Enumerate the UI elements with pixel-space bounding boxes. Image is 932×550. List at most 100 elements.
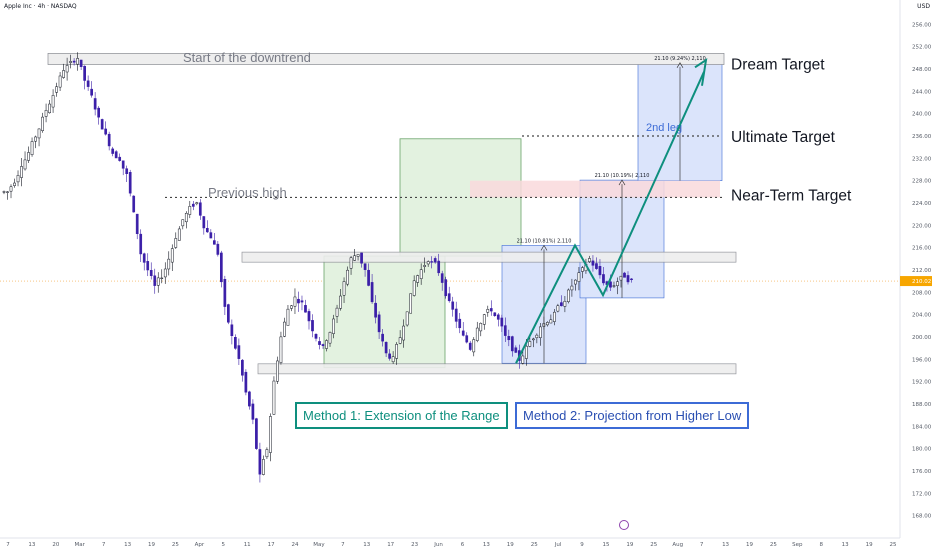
x-tick-label: 9 bbox=[580, 542, 584, 548]
candle-body bbox=[128, 172, 132, 194]
x-tick-label: Jul bbox=[554, 542, 562, 548]
method1-range-box bbox=[323, 255, 446, 369]
candle-body bbox=[626, 275, 630, 283]
x-tick-label: 25 bbox=[890, 542, 897, 548]
x-tick-label: 25 bbox=[770, 542, 777, 548]
candle-body bbox=[251, 403, 255, 420]
candle-body bbox=[69, 61, 72, 63]
last-price-value: 210.02 bbox=[912, 279, 931, 285]
candle-body bbox=[118, 156, 122, 161]
candle-body bbox=[475, 327, 479, 341]
candle-body bbox=[48, 103, 51, 114]
candle-body bbox=[223, 278, 227, 307]
candle-body bbox=[283, 321, 286, 337]
candle-body bbox=[496, 314, 500, 320]
candle-body bbox=[34, 136, 37, 142]
candle-body bbox=[616, 281, 619, 286]
near-term-target-label: Near-Term Target bbox=[731, 188, 852, 205]
candle-body bbox=[2, 191, 6, 193]
candle-body bbox=[595, 263, 598, 269]
candle-body bbox=[234, 336, 237, 349]
candle-body bbox=[549, 319, 553, 324]
y-tick-label: 212.00 bbox=[912, 268, 932, 274]
candle-body bbox=[132, 195, 136, 213]
candle-body bbox=[30, 141, 34, 155]
candle-body bbox=[553, 311, 556, 322]
candle-body bbox=[248, 391, 251, 407]
candle-body bbox=[328, 332, 332, 344]
x-tick-label: 8 bbox=[819, 542, 823, 548]
candle-body bbox=[588, 258, 591, 262]
y-tick-label: 228.00 bbox=[912, 179, 932, 185]
y-tick-label: 204.00 bbox=[912, 313, 932, 319]
candle-body bbox=[440, 273, 444, 283]
candle-body bbox=[65, 65, 69, 73]
candle-body bbox=[353, 255, 356, 261]
x-tick-label: 25 bbox=[531, 542, 538, 548]
measure-label: 21.10 (9.24%) 2,110 bbox=[654, 56, 706, 62]
x-tick-label: 19 bbox=[866, 542, 873, 548]
candle-body bbox=[346, 269, 349, 285]
candle-body bbox=[258, 449, 262, 475]
candle-body bbox=[409, 293, 413, 314]
candle-body bbox=[472, 339, 476, 353]
candle-body bbox=[125, 168, 129, 174]
near-term-zone bbox=[470, 180, 720, 198]
candle-body bbox=[454, 308, 458, 322]
candle-body bbox=[570, 285, 574, 291]
y-tick-label: 208.00 bbox=[912, 290, 932, 296]
y-tick-label: 200.00 bbox=[912, 335, 932, 341]
candle-body bbox=[293, 296, 297, 307]
measure-arrowhead bbox=[676, 62, 684, 69]
candle-body bbox=[447, 293, 451, 302]
method-1-label: Method 1: Extension of the Range bbox=[295, 402, 508, 429]
candle-body bbox=[311, 320, 314, 332]
x-tick-label: 13 bbox=[363, 542, 370, 548]
candle-body bbox=[332, 318, 335, 334]
currency-label: USD bbox=[917, 3, 930, 10]
ultimate-target-label: Ultimate Target bbox=[731, 129, 836, 146]
candle-body bbox=[290, 305, 293, 309]
candle-body bbox=[20, 166, 23, 178]
last-price-tag bbox=[900, 276, 932, 287]
candle-body bbox=[360, 252, 363, 264]
candle-body bbox=[567, 289, 570, 302]
candle-body bbox=[55, 86, 58, 93]
candle-body bbox=[104, 128, 108, 135]
y-tick-label: 168.00 bbox=[912, 514, 932, 520]
x-tick-label: 17 bbox=[268, 542, 275, 548]
y-tick-label: 176.00 bbox=[912, 469, 932, 475]
y-tick-label: 236.00 bbox=[912, 134, 932, 140]
candle-body bbox=[307, 311, 311, 322]
candle-body bbox=[16, 175, 20, 183]
candlesticks bbox=[2, 52, 633, 483]
x-tick-label: 19 bbox=[746, 542, 753, 548]
candle-body bbox=[139, 233, 143, 255]
candle-body bbox=[416, 275, 420, 283]
candle-body bbox=[493, 312, 497, 316]
candle-body bbox=[325, 340, 328, 349]
candle-body bbox=[574, 279, 577, 285]
y-tick-label: 192.00 bbox=[912, 380, 932, 386]
x-tick-label: 7 bbox=[6, 542, 10, 548]
candle-body bbox=[219, 252, 223, 283]
candle-body bbox=[279, 336, 283, 363]
candle-body bbox=[377, 314, 381, 333]
candle-body bbox=[367, 269, 370, 286]
candle-body bbox=[535, 334, 539, 339]
candle-body bbox=[349, 257, 353, 269]
candle-body bbox=[374, 302, 377, 318]
candle-body bbox=[591, 260, 595, 266]
candle-body bbox=[265, 449, 269, 458]
candle-body bbox=[114, 151, 118, 159]
x-tick-label: May bbox=[313, 542, 325, 548]
range-top-band bbox=[241, 251, 737, 263]
measure-label: 21.10 (10.81%) 2,110 bbox=[517, 238, 572, 244]
candle-body bbox=[423, 265, 427, 267]
candle-body bbox=[41, 116, 44, 131]
y-tick-label: 184.00 bbox=[912, 424, 932, 430]
candle-body bbox=[269, 416, 272, 453]
x-tick-label: 19 bbox=[626, 542, 633, 548]
candle-body bbox=[100, 119, 104, 130]
